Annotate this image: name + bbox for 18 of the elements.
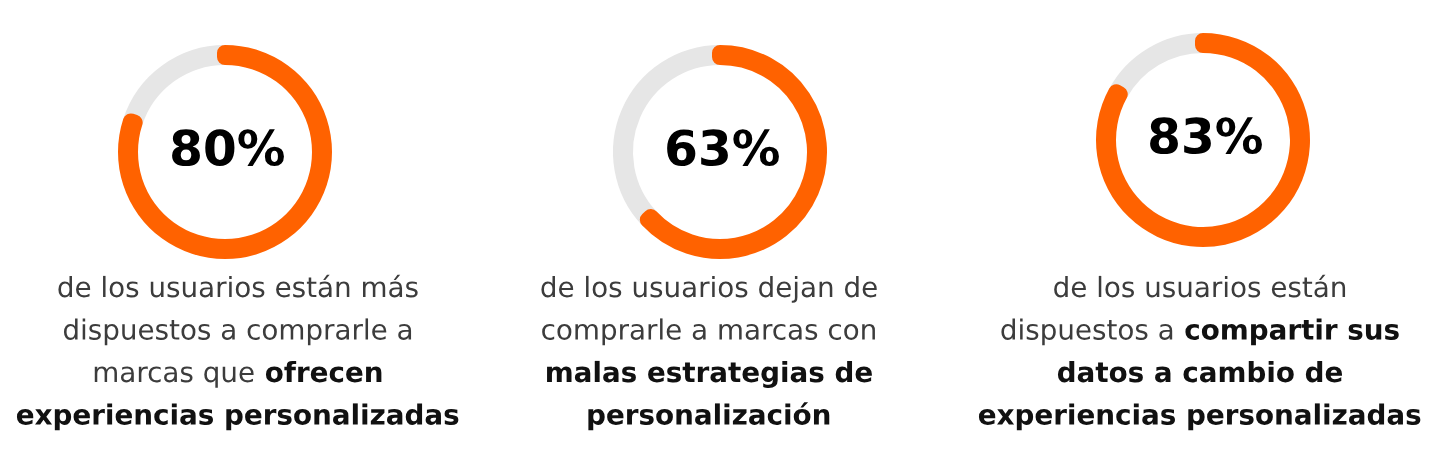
text: experiencias personalizadas bbox=[16, 403, 459, 431]
text: dispuestos a bbox=[1001, 318, 1173, 346]
data-label: 63% bbox=[667, 129, 779, 167]
donut-slice bbox=[118, 45, 332, 259]
text: personalización bbox=[588, 402, 830, 431]
text: de los usuarios dejan de bbox=[541, 275, 877, 303]
text: ofrecen bbox=[265, 360, 382, 383]
text: experiencias personalizadas bbox=[978, 403, 1421, 431]
text: malas estrategias de bbox=[547, 360, 872, 388]
text: compartir sus bbox=[1185, 318, 1399, 346]
data-label: 80% bbox=[172, 129, 284, 167]
data-label: 83% bbox=[1150, 117, 1262, 155]
text: marcas que bbox=[94, 366, 254, 388]
text: comprarle a marcas con bbox=[542, 318, 875, 346]
text: datos a cambio de bbox=[1057, 360, 1342, 383]
text: de los usuarios están más bbox=[58, 274, 418, 298]
text: dispuestos a comprarle a bbox=[63, 318, 412, 346]
text: de los usuarios están bbox=[1054, 274, 1346, 298]
